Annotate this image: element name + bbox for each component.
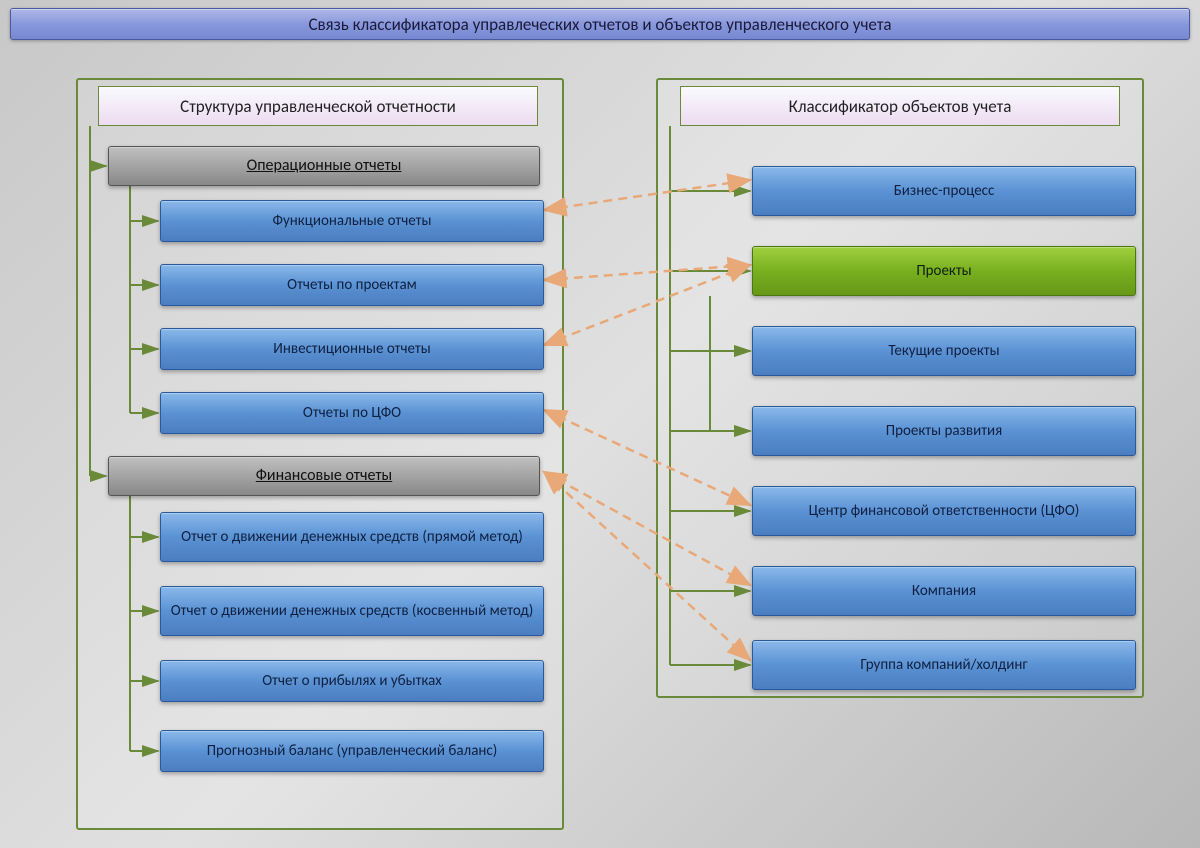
left-item-1-0: Отчет о движении денежных средств (прямо… [160,512,544,562]
left-panel [76,78,564,830]
page-title: Связь классификатора управлеческих отчет… [10,8,1190,40]
right-item-1: Проекты [752,246,1136,296]
left-item-0-3: Отчеты по ЦФО [160,392,544,434]
right-item-2: Текущие проекты [752,326,1136,376]
right-item-5: Компания [752,566,1136,616]
right-item-4: Центр финансовой ответственности (ЦФО) [752,486,1136,536]
left-item-1-2: Отчет о прибылях и убытках [160,660,544,702]
left-group-0: Операционные отчеты [108,146,540,186]
right-item-0: Бизнес-процесс [752,166,1136,216]
left-item-0-0: Функциональные отчеты [160,200,544,242]
left-panel-header: Структура управленческой отчетности [98,86,538,126]
right-panel-header: Классификатор объектов учета [680,86,1120,126]
left-item-1-1: Отчет о движении денежных средств (косве… [160,586,544,636]
left-item-1-3: Прогнозный баланс (управленческий баланс… [160,730,544,772]
left-item-0-2: Инвестиционные отчеты [160,328,544,370]
left-group-1: Финансовые отчеты [108,456,540,496]
left-item-0-1: Отчеты по проектам [160,264,544,306]
right-item-3: Проекты развития [752,406,1136,456]
right-item-6: Группа компаний/холдинг [752,640,1136,690]
